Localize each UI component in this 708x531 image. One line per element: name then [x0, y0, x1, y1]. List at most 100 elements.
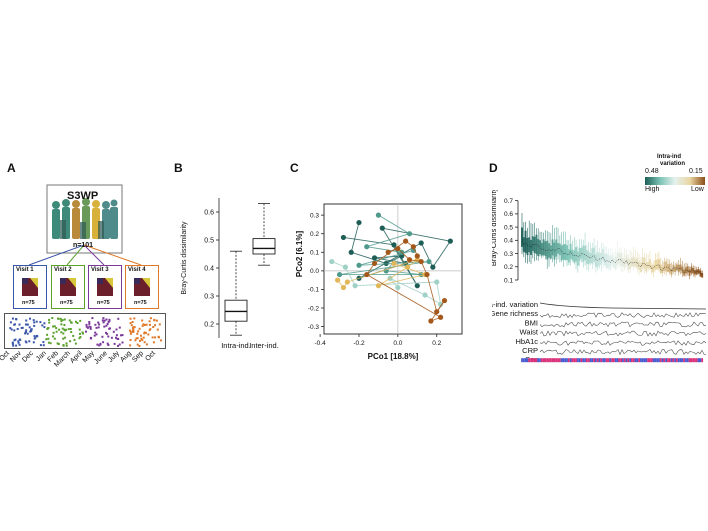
sample-dot — [48, 318, 51, 321]
sex-cell — [656, 358, 659, 363]
sample-dot — [145, 323, 148, 326]
box-body — [530, 239, 532, 255]
sample-dot — [148, 323, 151, 326]
sample-dot — [133, 317, 136, 320]
sample-dot — [35, 320, 38, 323]
individual-box — [557, 227, 559, 260]
sex-cell — [688, 358, 691, 363]
box-body — [652, 264, 655, 273]
sex-cell — [679, 358, 682, 363]
sex-cell — [594, 358, 597, 363]
sample-dot — [141, 324, 144, 327]
individual-box — [580, 239, 583, 263]
sample-dot — [85, 323, 88, 326]
x-tick-label: -0.2 — [353, 340, 365, 347]
sex-cell — [557, 358, 559, 363]
month-label: Oct — [144, 350, 158, 363]
box-body — [522, 237, 525, 252]
sex-cell — [535, 358, 538, 363]
connector-line — [378, 214, 410, 235]
box-body — [688, 269, 691, 276]
sex-cell — [567, 358, 570, 363]
sample-dot — [25, 329, 28, 332]
sample-dot — [18, 343, 21, 346]
box-body — [560, 245, 563, 261]
box-body — [670, 268, 673, 275]
data-point — [434, 309, 440, 315]
track-line — [539, 349, 707, 356]
individual-box — [686, 263, 689, 276]
data-point — [418, 258, 424, 265]
sample-dot — [62, 332, 65, 335]
sex-cell — [539, 358, 541, 363]
individual-box — [618, 248, 621, 269]
sample-dot — [88, 321, 91, 323]
month-label: July — [106, 350, 121, 364]
sampling-timeline-box — [4, 313, 166, 349]
sample-dot — [55, 327, 58, 330]
individual-box — [596, 240, 599, 271]
data-point — [385, 249, 391, 255]
connector-line — [347, 259, 418, 283]
track-2 — [539, 321, 707, 328]
sample-dot — [47, 341, 50, 344]
individual-box — [616, 241, 619, 269]
sex-cell — [659, 358, 662, 363]
individual-box — [668, 259, 671, 275]
sex-cell — [555, 358, 558, 363]
individual-box — [578, 239, 581, 267]
sample-dot — [85, 325, 88, 328]
track-label: BMI — [525, 318, 538, 327]
sex-cell — [593, 358, 595, 363]
data-point — [371, 255, 378, 261]
sex-cell — [530, 358, 532, 363]
x-tick-label: 0.0 — [393, 340, 402, 347]
sex-cell — [528, 358, 531, 363]
sample-dot — [148, 320, 151, 323]
box-body — [555, 239, 558, 257]
y-tick-label: 0.1 — [310, 250, 319, 257]
connector-line — [351, 251, 387, 264]
sample-dot — [155, 319, 158, 322]
sample-dot — [63, 318, 66, 321]
box-body — [566, 245, 568, 261]
individual-box — [530, 222, 532, 264]
sample-dot — [89, 327, 92, 330]
box-body — [632, 256, 635, 267]
sample-dot — [24, 330, 27, 333]
sample-dot — [61, 327, 64, 330]
track-label: CRP — [522, 346, 538, 355]
sample-dot — [48, 321, 51, 324]
sex-cell — [695, 358, 698, 363]
data-point — [329, 258, 335, 265]
data-point — [335, 277, 341, 283]
sample-dot — [11, 341, 14, 344]
y-tick-label: -0.3 — [308, 324, 320, 331]
box-series — [521, 213, 704, 280]
sample-dot — [82, 332, 84, 335]
box-body — [629, 258, 632, 270]
y-tick-label: 0.6 — [504, 211, 513, 218]
sample-dot — [81, 331, 84, 334]
visit-box-4: Visit 4 n=75 — [125, 265, 159, 309]
y-tick-label: 0.2 — [504, 264, 513, 271]
box-body — [551, 239, 554, 256]
sex-cell — [571, 358, 574, 363]
individual-box — [656, 253, 659, 271]
sample-dot — [148, 329, 151, 332]
individual-box — [676, 261, 678, 272]
sex-cell — [629, 358, 632, 363]
visit-n: n=75 — [134, 300, 147, 306]
sample-dot — [131, 329, 134, 332]
individual-box — [647, 254, 650, 272]
x-category-label: Intra-ind. — [221, 341, 251, 350]
sex-cell — [531, 358, 534, 363]
sex-cell — [596, 358, 599, 363]
box-body — [683, 269, 686, 276]
sex-cell — [537, 358, 540, 363]
sex-cell — [620, 358, 623, 363]
connector-line — [386, 270, 422, 276]
box-body — [641, 257, 644, 268]
sex-cell — [582, 358, 585, 363]
sample-dot — [69, 328, 72, 330]
